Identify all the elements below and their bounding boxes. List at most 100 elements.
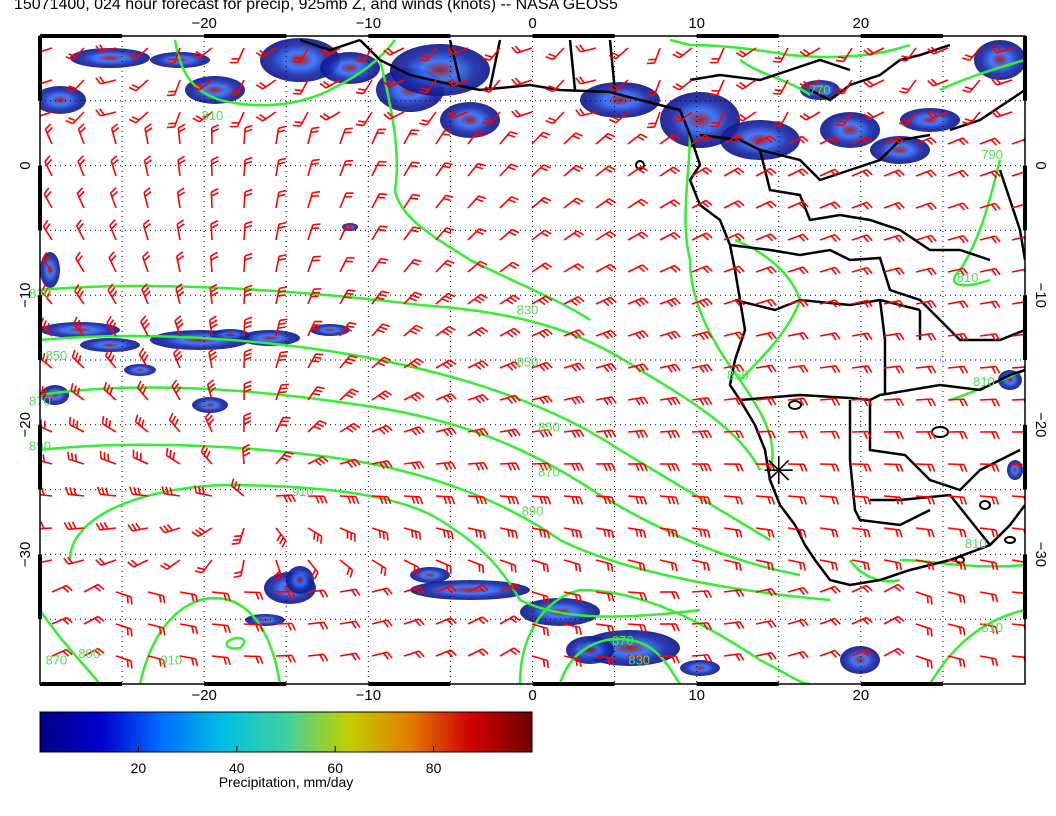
wind-barb [659, 429, 681, 439]
wind-barb [531, 559, 549, 573]
contour-label: 810 [957, 270, 979, 285]
wind-barb [307, 353, 324, 369]
wind-barb [915, 559, 935, 571]
wind-barb [142, 219, 151, 241]
wind-barb [595, 396, 617, 406]
wind-barb [787, 618, 809, 628]
precip-cell [185, 76, 245, 104]
wind-barb [143, 187, 152, 209]
wind-barb [307, 420, 327, 433]
precip-cell [390, 44, 490, 96]
wind-barb [883, 495, 904, 505]
contour-label: 870 [538, 465, 560, 480]
country-border [848, 400, 931, 527]
wind-barb [627, 198, 649, 209]
wind-barb [659, 527, 679, 539]
wind-barb [660, 623, 680, 632]
lon-tick-label-top: 20 [852, 15, 869, 32]
wind-barb [723, 588, 745, 598]
wind-barb [275, 189, 287, 209]
wind-barb [435, 162, 453, 177]
wind-barb [128, 79, 149, 92]
wind-barb [947, 463, 968, 472]
wind-barb [275, 157, 287, 177]
wind-barb [40, 45, 53, 54]
wind-barb [835, 79, 853, 95]
wind-barb [211, 591, 231, 602]
contour-label: 910 [160, 653, 182, 668]
wind-barb [819, 559, 839, 571]
wind-barb [947, 623, 966, 636]
wind-barb [243, 124, 253, 145]
wind-barb [979, 170, 1001, 179]
lat-tick-label-right: −30 [1032, 542, 1049, 567]
wind-barb [499, 647, 521, 657]
wind-barb [115, 655, 133, 669]
wind-barb [947, 137, 969, 146]
wind-barb [835, 111, 853, 127]
wind-barb [962, 79, 981, 94]
country-border [868, 400, 1021, 492]
wind-barb [499, 527, 519, 539]
wind-barb [627, 231, 649, 241]
wind-barb [735, 47, 757, 58]
wind-barb [563, 559, 582, 573]
wind-barb [627, 623, 648, 633]
wind-barb [435, 392, 457, 403]
wind-barb [927, 46, 949, 55]
wind-barb [160, 559, 181, 570]
wind-barb [192, 79, 213, 91]
wind-barb [255, 47, 277, 58]
country-border [299, 38, 361, 52]
wind-barb [275, 286, 288, 305]
wind-barb [72, 316, 85, 337]
wind-barb [659, 166, 681, 177]
wind-barb [211, 623, 231, 634]
wind-barb [709, 47, 725, 64]
wind-barb [128, 47, 149, 60]
precip-cell [410, 580, 530, 600]
contour-label: 770 [809, 82, 831, 97]
precip-cell [820, 112, 880, 148]
wind-barb [482, 47, 501, 62]
wind-barb [772, 79, 789, 95]
wind-barb [179, 623, 199, 635]
wind-barb [435, 129, 453, 145]
wind-barb [723, 298, 745, 307]
contour-line [40, 609, 101, 684]
wind-barb [863, 79, 885, 88]
wind-barb [883, 201, 905, 211]
wind-barb [723, 495, 744, 505]
wind-barb [723, 364, 745, 373]
contour-line [68, 483, 701, 618]
wind-barb [107, 283, 118, 305]
wind-barb [563, 395, 585, 405]
wind-barb [991, 77, 1013, 86]
wind-barb [43, 187, 53, 209]
country-border [809, 43, 951, 102]
wind-barb [175, 283, 185, 305]
wind-barb [787, 233, 809, 242]
wind-barb [595, 132, 616, 145]
wind-barb [563, 230, 585, 241]
colorbar-tick-label: 60 [327, 760, 343, 776]
contour-line [899, 558, 1025, 568]
wind-barb [403, 258, 422, 273]
wind-barb [787, 135, 809, 145]
lon-tick-label-bottom: 0 [528, 687, 536, 704]
wind-barb [165, 447, 181, 465]
wind-barb [659, 297, 681, 308]
wind-barb [129, 486, 149, 497]
wind-barb [947, 655, 966, 668]
lat-tick-label-right: −10 [1032, 282, 1049, 307]
wind-barb [531, 655, 550, 669]
wind-barb [229, 47, 245, 64]
contour-line [939, 58, 1025, 92]
wind-barb [851, 584, 873, 593]
contour-label: 810 [973, 374, 995, 389]
wind-barb [179, 591, 199, 603]
wind-barb [691, 199, 713, 209]
wind-barb [691, 330, 713, 341]
wind-barb [531, 295, 553, 306]
wind-barb [177, 155, 186, 177]
